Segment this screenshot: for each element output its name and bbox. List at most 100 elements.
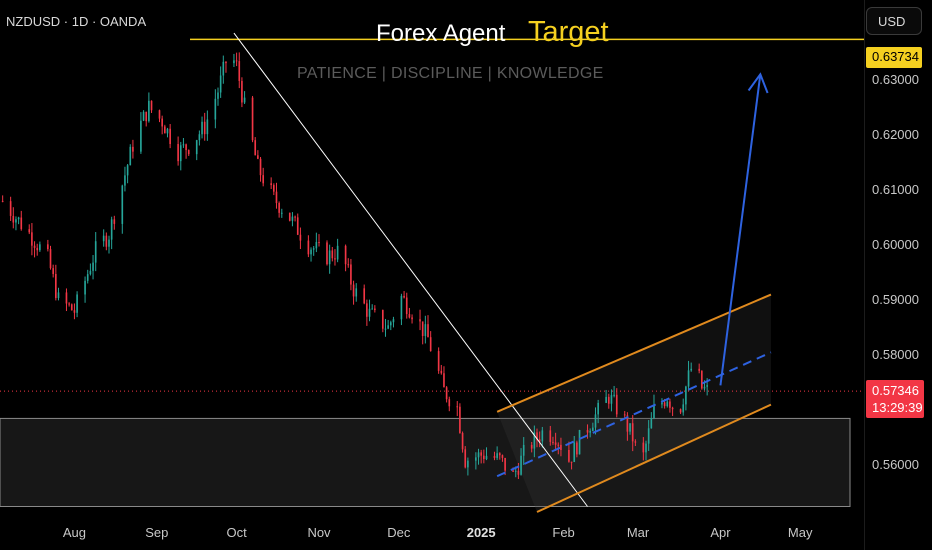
y-tick-label: 0.63000 [872, 71, 919, 87]
candle-up [371, 308, 374, 310]
candle-up [217, 92, 219, 99]
candle-down [105, 235, 108, 247]
candle-up [477, 452, 480, 458]
candle-up [182, 144, 185, 146]
projection-arrow-shaft [719, 74, 762, 386]
candle-up [126, 165, 129, 176]
candle-up [496, 453, 498, 458]
candle-down [419, 319, 421, 322]
candle-down [235, 60, 238, 62]
candle-down [538, 439, 541, 442]
candle-down [68, 303, 70, 305]
candle-up [690, 368, 693, 371]
candle-up [291, 216, 294, 221]
candle-down [493, 455, 496, 458]
candle-up [328, 250, 331, 265]
candle-up [280, 212, 283, 214]
candle-down [238, 61, 241, 81]
candle-down [70, 304, 73, 311]
candle-up [485, 455, 488, 460]
candle-down [150, 100, 153, 111]
candle-down [440, 370, 443, 374]
chart-title: Forex Agent [376, 20, 506, 47]
candle-down [459, 406, 461, 433]
candle-down [270, 183, 272, 186]
candle-down [403, 295, 405, 298]
candle-up [233, 60, 235, 64]
candle-up [629, 423, 631, 432]
candle-up [121, 185, 124, 224]
candle-down [512, 470, 514, 472]
candle-down [427, 324, 429, 338]
candle-down [669, 401, 671, 408]
candle-down [326, 242, 328, 265]
candle-down [381, 310, 384, 329]
candle-down [568, 449, 570, 462]
x-tick-label: Apr [710, 525, 731, 540]
candle-down [12, 215, 15, 223]
candle-down [366, 303, 368, 317]
candle-down [65, 292, 68, 304]
candle-down [552, 441, 554, 443]
candle-down [275, 191, 278, 204]
candle-up [89, 270, 92, 275]
candle-down [132, 146, 134, 152]
candle-up [129, 146, 132, 166]
candle-down [251, 97, 254, 141]
x-tick-label: Oct [226, 525, 247, 540]
candle-down [20, 217, 23, 230]
candle-up [219, 75, 222, 93]
candle-up [424, 324, 427, 337]
candle-down [318, 242, 320, 244]
candle-down [456, 406, 459, 408]
symbol-label[interactable]: NZDUSD · 1D · OANDA [6, 14, 147, 29]
candle-down [498, 453, 501, 456]
candle-down [272, 185, 275, 192]
candle-up [142, 111, 145, 121]
candle-down [679, 409, 682, 413]
candle-down [241, 80, 243, 103]
x-tick-label: Mar [626, 525, 650, 540]
candle-down [187, 150, 190, 155]
candle-up [76, 294, 78, 313]
candle-up [243, 97, 246, 103]
currency-button[interactable]: USD [866, 7, 922, 35]
candle-down [278, 203, 280, 213]
candle-down [52, 268, 54, 274]
candle-down [698, 368, 700, 371]
candle-up [179, 145, 182, 162]
candle-down [185, 144, 187, 151]
candle-down [570, 461, 573, 463]
candle-down [464, 449, 467, 468]
candle-up [148, 100, 150, 122]
candle-down [73, 310, 76, 313]
candle-up [400, 295, 403, 320]
candle-up [578, 429, 581, 455]
x-tick-label: Feb [552, 525, 575, 540]
bar-countdown: 13:29:39 [872, 400, 923, 415]
candle-up [610, 395, 613, 404]
target-price-tag: 0.63734 [866, 47, 922, 68]
candle-down [177, 144, 179, 162]
candle-up [355, 288, 358, 297]
candle-down [626, 415, 629, 432]
candle-up [201, 121, 203, 135]
candle-down [663, 402, 666, 407]
candle-down [445, 387, 448, 400]
candle-up [310, 249, 312, 255]
price-axis-separator [864, 0, 865, 550]
candle-down [530, 444, 533, 449]
candle-up [166, 128, 169, 134]
candle-down [615, 394, 618, 415]
y-tick-label: 0.58000 [872, 347, 919, 363]
candle-up [687, 370, 690, 387]
candle-up [650, 418, 653, 429]
x-tick-label: Nov [307, 525, 331, 540]
candle-down [169, 128, 171, 145]
candle-up [592, 427, 594, 431]
candle-down [350, 264, 352, 285]
candle-up [312, 248, 315, 250]
candle-up [198, 134, 201, 141]
candle-down [701, 370, 703, 389]
